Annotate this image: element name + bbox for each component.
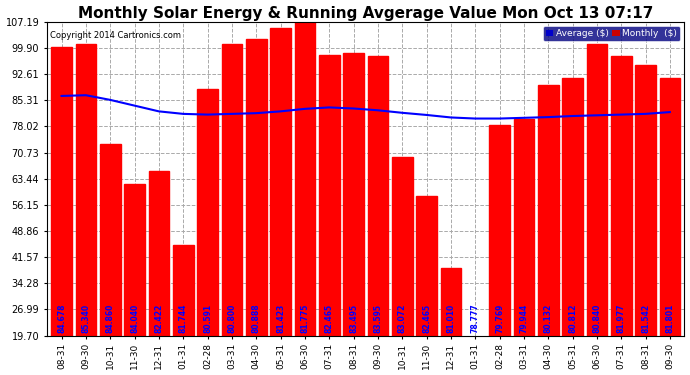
Bar bbox=[611, 57, 631, 375]
Bar bbox=[343, 53, 364, 375]
Text: Copyright 2014 Cartronics.com: Copyright 2014 Cartronics.com bbox=[50, 31, 181, 40]
Bar bbox=[75, 44, 96, 375]
Bar bbox=[392, 157, 413, 375]
Text: 80.591: 80.591 bbox=[203, 303, 212, 333]
Text: 81.423: 81.423 bbox=[276, 303, 285, 333]
Bar bbox=[221, 44, 242, 375]
Title: Monthly Solar Energy & Running Avgerage Value Mon Oct 13 07:17: Monthly Solar Energy & Running Avgerage … bbox=[78, 6, 653, 21]
Text: 84.860: 84.860 bbox=[106, 303, 115, 333]
Bar bbox=[173, 245, 194, 375]
Bar bbox=[416, 196, 437, 375]
Text: 78.777: 78.777 bbox=[471, 303, 480, 333]
Text: 81.744: 81.744 bbox=[179, 303, 188, 333]
Bar bbox=[368, 57, 388, 375]
Text: 79.769: 79.769 bbox=[495, 303, 504, 333]
Bar bbox=[538, 85, 558, 375]
Text: 81.542: 81.542 bbox=[641, 303, 650, 333]
Bar bbox=[197, 89, 218, 375]
Text: 83.595: 83.595 bbox=[373, 304, 382, 333]
Bar bbox=[513, 119, 534, 375]
Text: 80.840: 80.840 bbox=[592, 303, 602, 333]
Bar bbox=[148, 171, 169, 375]
Bar bbox=[51, 47, 72, 375]
Text: 83.495: 83.495 bbox=[349, 303, 358, 333]
Bar bbox=[124, 184, 145, 375]
Bar bbox=[100, 144, 121, 375]
Bar bbox=[246, 39, 266, 375]
Bar bbox=[319, 55, 339, 375]
Text: 81.977: 81.977 bbox=[617, 303, 626, 333]
Text: 83.072: 83.072 bbox=[397, 303, 406, 333]
Text: 80.812: 80.812 bbox=[568, 303, 577, 333]
Bar bbox=[489, 124, 510, 375]
Text: 80.888: 80.888 bbox=[252, 303, 261, 333]
Text: 81.801: 81.801 bbox=[665, 303, 674, 333]
Bar bbox=[270, 28, 291, 375]
Bar bbox=[586, 44, 607, 375]
Bar bbox=[295, 22, 315, 375]
Bar bbox=[660, 78, 680, 375]
Text: 81.010: 81.010 bbox=[446, 303, 455, 333]
Legend: Average ($), Monthly  ($): Average ($), Monthly ($) bbox=[543, 26, 680, 40]
Text: 84.040: 84.040 bbox=[130, 303, 139, 333]
Text: 80.800: 80.800 bbox=[228, 303, 237, 333]
Bar bbox=[440, 268, 461, 375]
Text: 82.465: 82.465 bbox=[325, 303, 334, 333]
Text: 85.340: 85.340 bbox=[81, 303, 90, 333]
Text: 84.678: 84.678 bbox=[57, 303, 66, 333]
Bar bbox=[635, 66, 656, 375]
Bar bbox=[562, 78, 583, 375]
Text: 80.132: 80.132 bbox=[544, 303, 553, 333]
Text: 82.422: 82.422 bbox=[155, 303, 164, 333]
Text: 79.944: 79.944 bbox=[520, 303, 529, 333]
Text: 81.775: 81.775 bbox=[300, 303, 309, 333]
Text: 82.465: 82.465 bbox=[422, 303, 431, 333]
